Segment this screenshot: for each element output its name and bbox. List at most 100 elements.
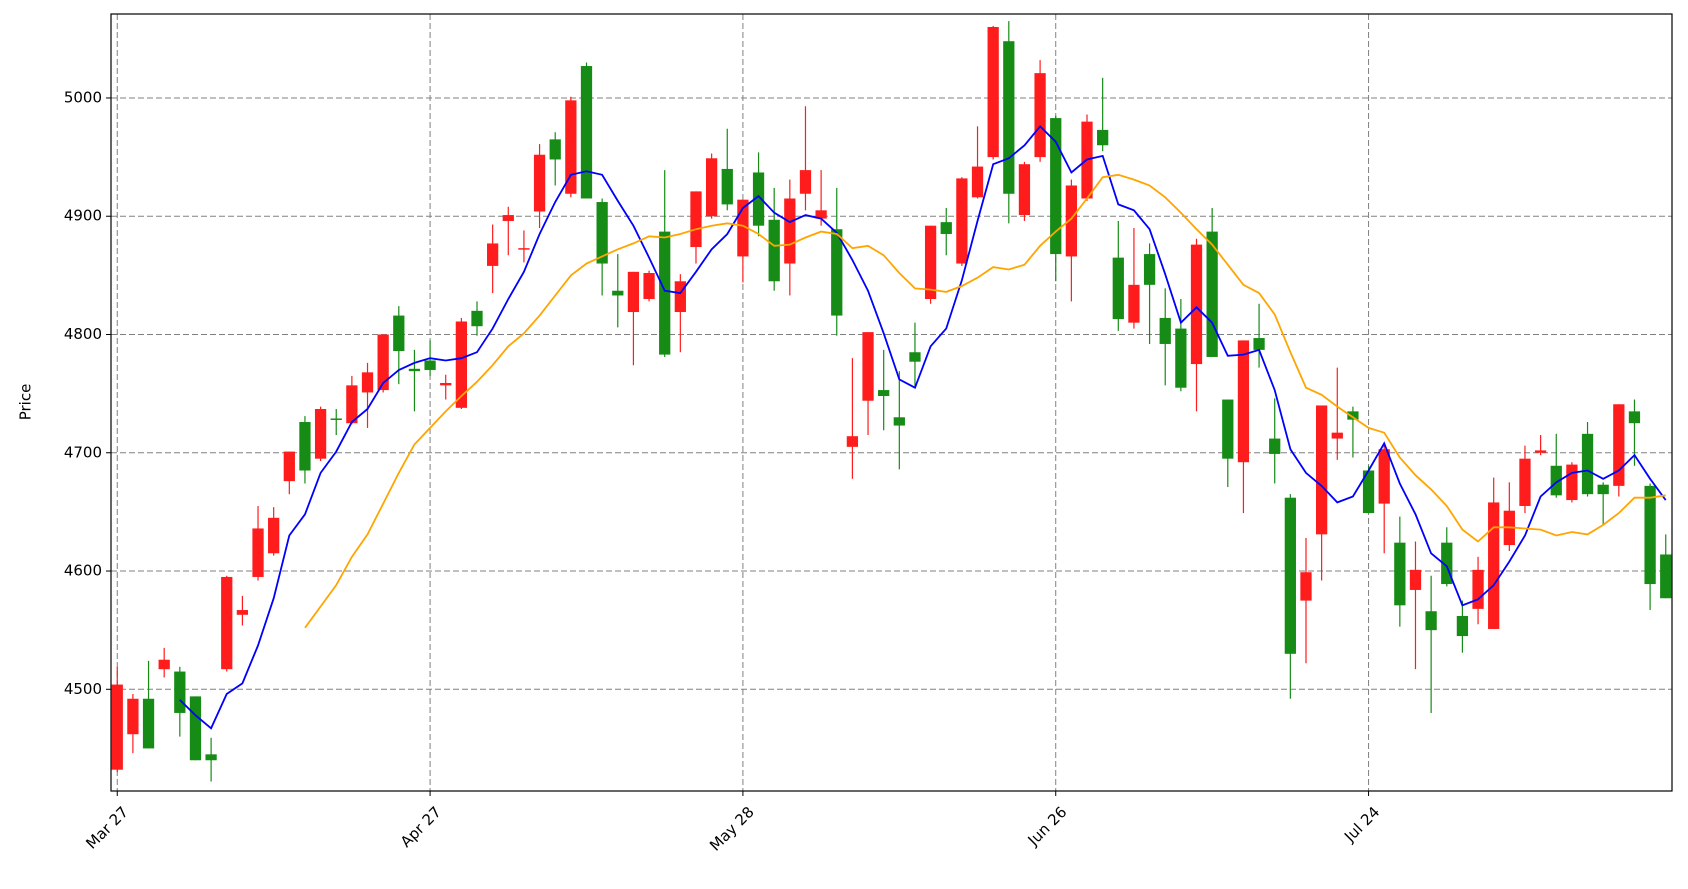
candle-body bbox=[549, 139, 561, 160]
candle-body bbox=[189, 696, 202, 761]
candle-body bbox=[1128, 284, 1140, 323]
candle-body bbox=[674, 281, 686, 313]
candle-body bbox=[1472, 569, 1484, 609]
candle-body bbox=[283, 451, 295, 482]
candle-body bbox=[268, 517, 280, 554]
y-axis-label: Price bbox=[17, 384, 35, 421]
candle-body bbox=[1222, 399, 1234, 459]
candle-body bbox=[440, 382, 452, 386]
candle-body bbox=[565, 100, 577, 194]
candle-body bbox=[1003, 41, 1015, 194]
candle-body bbox=[1050, 118, 1062, 255]
candle-body bbox=[799, 170, 812, 194]
plot-frame bbox=[110, 13, 1673, 792]
candle-body bbox=[1660, 554, 1672, 599]
candle-body bbox=[299, 422, 311, 471]
candle-body bbox=[1628, 411, 1641, 424]
candle-body bbox=[518, 248, 530, 250]
candle-body bbox=[768, 219, 780, 282]
candle-body bbox=[1065, 185, 1078, 257]
candle-body bbox=[1613, 404, 1625, 486]
candle-body bbox=[1519, 458, 1531, 506]
candle-body bbox=[956, 178, 968, 264]
candle-body bbox=[1112, 257, 1124, 320]
y-tick-label: 4500 bbox=[64, 680, 102, 698]
candle-body bbox=[377, 334, 389, 391]
candle-body bbox=[361, 372, 374, 393]
candle-body bbox=[1253, 338, 1265, 350]
candle-body bbox=[1441, 542, 1453, 585]
candle-body bbox=[1097, 129, 1109, 146]
candle-body bbox=[1284, 497, 1296, 654]
candle-body bbox=[1143, 254, 1156, 285]
candle-body bbox=[127, 698, 139, 735]
candle-body bbox=[752, 172, 765, 226]
candle-body bbox=[596, 202, 608, 264]
candle-body bbox=[205, 754, 217, 761]
candle-body bbox=[1316, 405, 1328, 535]
y-tick-label: 4800 bbox=[64, 325, 102, 343]
y-tick-label: 4600 bbox=[64, 562, 102, 580]
candle-body bbox=[1409, 569, 1422, 590]
x-tick-label: Jun 26 bbox=[1024, 803, 1071, 850]
candle-body bbox=[1331, 432, 1343, 439]
candle-body bbox=[252, 528, 264, 577]
candle-body bbox=[831, 229, 843, 316]
candle-body bbox=[1159, 317, 1171, 344]
x-tick-label: May 28 bbox=[706, 803, 758, 855]
candle-body bbox=[612, 290, 624, 296]
candle-body bbox=[1362, 470, 1375, 514]
moving-average-line bbox=[179, 125, 1667, 730]
candle-body bbox=[1300, 572, 1312, 601]
candle-body bbox=[1206, 231, 1218, 357]
candle-body bbox=[721, 168, 733, 205]
candle-body bbox=[1034, 73, 1046, 158]
candle-body bbox=[643, 273, 655, 300]
candle-body bbox=[393, 315, 405, 352]
candle-body bbox=[940, 222, 952, 234]
candle-body bbox=[424, 360, 436, 370]
candle-body bbox=[221, 576, 233, 670]
candle-body bbox=[737, 199, 749, 257]
candle-body bbox=[455, 321, 467, 408]
candle-body bbox=[142, 698, 155, 749]
candle-body bbox=[111, 684, 123, 770]
candle-body bbox=[1175, 328, 1187, 388]
candle-body bbox=[659, 231, 671, 355]
candle-body bbox=[862, 332, 874, 401]
candle-body bbox=[471, 310, 483, 327]
candle-body bbox=[815, 210, 827, 219]
candle-body bbox=[533, 154, 546, 212]
candle-body bbox=[1566, 464, 1578, 501]
candle-body bbox=[846, 436, 859, 447]
y-tick-label: 5000 bbox=[64, 88, 102, 106]
candle-body bbox=[408, 368, 421, 372]
candle-body bbox=[1018, 164, 1031, 216]
candle-body bbox=[1237, 340, 1250, 463]
moving-average-line bbox=[304, 173, 1666, 629]
candle-body bbox=[1456, 615, 1469, 637]
candle-body bbox=[330, 418, 342, 420]
x-tick-label: Mar 27 bbox=[82, 803, 132, 853]
candle-body bbox=[1347, 411, 1359, 420]
candle-body bbox=[627, 271, 640, 313]
y-tick-label: 4700 bbox=[64, 443, 102, 461]
candle-body bbox=[174, 671, 186, 713]
y-tick-label: 4900 bbox=[64, 207, 102, 225]
candle-body bbox=[909, 352, 921, 362]
candle-body bbox=[784, 198, 796, 264]
candle-body bbox=[580, 66, 593, 199]
candle-body bbox=[1269, 438, 1281, 454]
candle-body bbox=[346, 385, 358, 424]
candle-body bbox=[1550, 465, 1562, 496]
candle-body bbox=[971, 166, 984, 198]
candle-body bbox=[236, 610, 249, 615]
candle-body bbox=[1394, 542, 1406, 606]
candle-body bbox=[502, 215, 514, 221]
candle-body bbox=[487, 243, 499, 266]
x-tick-label: Jul 24 bbox=[1340, 803, 1383, 846]
x-tick-label: Apr 27 bbox=[397, 803, 445, 851]
candle-body bbox=[1581, 433, 1594, 495]
candle-body bbox=[705, 158, 718, 217]
